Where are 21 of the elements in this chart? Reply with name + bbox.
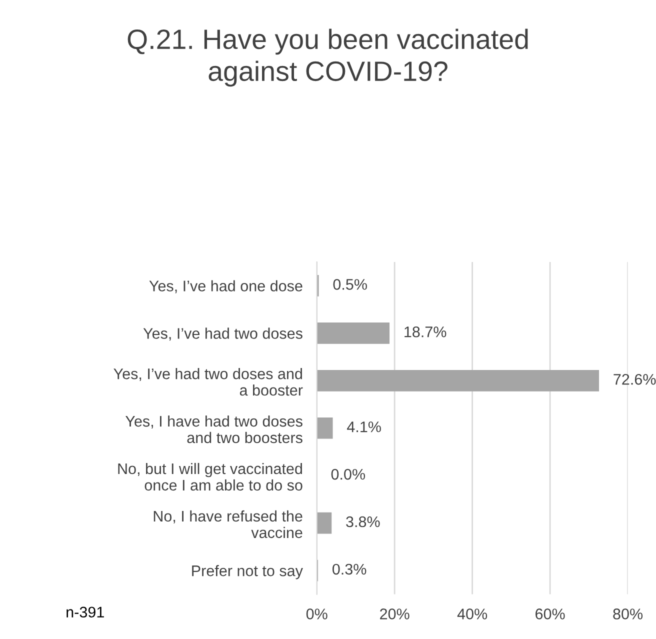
- y-tick-label: No, I have refused the vaccine: [154, 510, 302, 538]
- x-tick-label: 20%: [380, 608, 410, 620]
- y-tick-label: Yes, I have had two doses and two boosters: [126, 415, 302, 444]
- data-label: 18.7%: [404, 326, 446, 338]
- data-label: 0.3%: [332, 564, 366, 575]
- x-tick-label: 40%: [457, 608, 488, 620]
- data-label: 0.5%: [333, 279, 367, 290]
- chart-title: Q.21. Have you been vaccinated against COVID-19?: [128, 28, 528, 87]
- data-label: 72.6%: [614, 374, 656, 385]
- data-label: 0.0%: [331, 468, 366, 480]
- y-tick-label: No, but I will get vaccinated once I am able to do so: [118, 462, 302, 491]
- x-tick-label: 60%: [536, 608, 565, 620]
- data-label: 4.1%: [347, 421, 381, 432]
- y-tick-label: Prefer not to say: [192, 565, 303, 580]
- data-label: 3.8%: [346, 516, 380, 528]
- y-tick-label: Yes, I’ve had two doses: [143, 328, 302, 341]
- text: n-391: [66, 606, 104, 618]
- x-tick-label: 80%: [613, 608, 643, 620]
- y-tick-label: Yes, I’ve had one dose: [149, 280, 302, 294]
- x-tick-label: 0%: [306, 608, 328, 620]
- y-tick-label: Yes, I’ve had two doses and a booster: [114, 368, 303, 396]
